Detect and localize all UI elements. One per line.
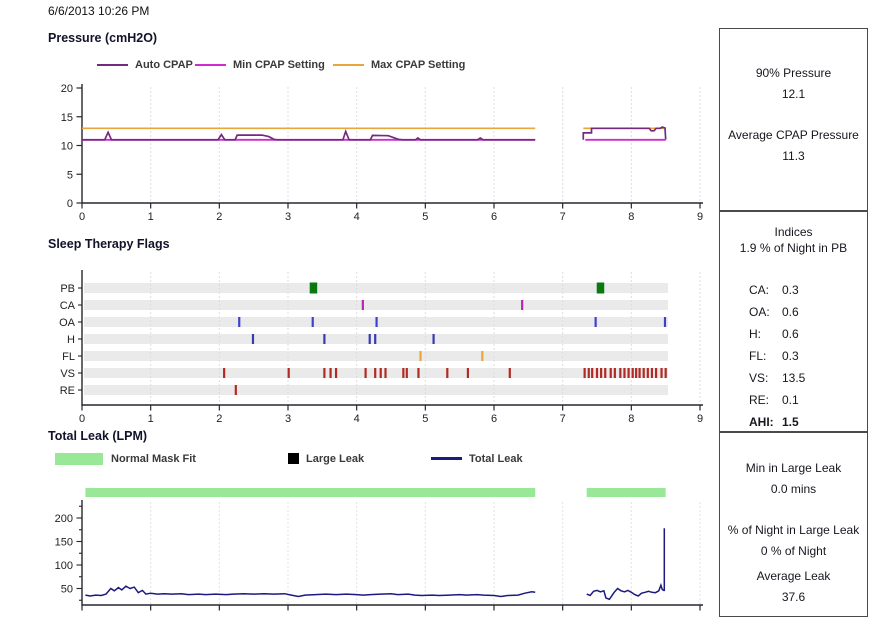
legend-auto-cpap-label: Auto CPAP <box>135 58 193 71</box>
indices-subtitle: 1.9 % of Night in PB <box>739 241 848 255</box>
svg-text:150: 150 <box>55 537 73 549</box>
pressure-stats-box: 90% Pressure 12.1 Average CPAP Pressure … <box>719 28 868 211</box>
indices-title: Indices <box>774 225 813 239</box>
legend-normal-mask-fit: Normal Mask Fit <box>55 452 196 465</box>
index-ca-value: 0.3 <box>782 283 799 297</box>
svg-text:100: 100 <box>55 560 73 572</box>
svg-text:7: 7 <box>560 413 566 425</box>
report-datetime: 6/6/2013 10:26 PM <box>48 4 150 18</box>
stat-90-pressure-label: 90% Pressure <box>755 66 832 80</box>
legend-large-leak-label: Large Leak <box>306 452 365 465</box>
pressure-chart-title: Pressure (cmH2O) <box>48 31 158 45</box>
svg-text:0: 0 <box>79 211 85 223</box>
max-cpap-line-swatch <box>333 63 364 66</box>
index-ca-label: CA: <box>749 283 770 297</box>
index-row-ahi: AHI: 1.5 <box>749 411 867 433</box>
svg-text:6: 6 <box>491 211 497 223</box>
index-row-oa: OA: 0.6 <box>749 301 867 323</box>
stat-90-pressure-value: 12.1 <box>781 87 806 101</box>
svg-text:2: 2 <box>216 413 222 425</box>
svg-text:CA: CA <box>60 300 76 312</box>
svg-text:200: 200 <box>55 513 73 525</box>
legend-max-cpap-label: Max CPAP Setting <box>371 58 466 71</box>
index-row-h: H: 0.6 <box>749 323 867 345</box>
legend-total-leak-label: Total Leak <box>469 452 523 465</box>
stat-min-large-leak-value: 0.0 mins <box>770 482 817 496</box>
svg-text:6: 6 <box>491 413 497 425</box>
svg-text:3: 3 <box>285 413 291 425</box>
svg-text:5: 5 <box>67 169 73 181</box>
index-ahi-label: AHI: <box>749 415 774 429</box>
svg-text:8: 8 <box>628 413 634 425</box>
auto-cpap-line-swatch <box>97 63 128 66</box>
index-h-value: 0.6 <box>782 327 799 341</box>
index-row-ca: CA: 0.3 <box>749 279 867 301</box>
stat-average-leak-label: Average Leak <box>756 569 831 583</box>
normal-mask-fit-swatch <box>55 452 103 465</box>
indices-box: Indices 1.9 % of Night in PB CA: 0.3 OA: 0… <box>719 211 868 432</box>
pressure-chart: 0 5 10 15 20 0 1 2 3 4 5 6 7 8 9 <box>61 83 703 223</box>
svg-text:OA: OA <box>59 317 76 329</box>
svg-text:5: 5 <box>422 413 428 425</box>
svg-text:7: 7 <box>560 211 566 223</box>
svg-text:0: 0 <box>79 413 85 425</box>
stat-avg-pressure-value: 11.3 <box>782 149 805 163</box>
svg-text:15: 15 <box>61 112 73 124</box>
legend-normal-mask-fit-label: Normal Mask Fit <box>111 452 196 465</box>
svg-text:5: 5 <box>422 211 428 223</box>
index-fl-value: 0.3 <box>782 349 799 363</box>
index-vs-value: 13.5 <box>782 371 806 385</box>
svg-text:4: 4 <box>354 211 360 223</box>
min-cpap-line-swatch <box>195 63 226 66</box>
index-h-label: H: <box>749 327 761 341</box>
svg-text:20: 20 <box>61 83 73 95</box>
index-oa-label: OA: <box>749 305 770 319</box>
svg-text:RE: RE <box>60 385 75 397</box>
legend-min-cpap-label: Min CPAP Setting <box>233 58 325 71</box>
svg-text:PB: PB <box>60 283 75 295</box>
index-row-fl: FL: 0.3 <box>749 345 867 367</box>
svg-text:8: 8 <box>628 211 634 223</box>
legend-min-cpap: Min CPAP Setting <box>195 58 325 71</box>
svg-text:FL: FL <box>62 351 75 363</box>
stat-average-leak-value: 37.6 <box>781 590 806 604</box>
index-re-label: RE: <box>749 393 770 407</box>
legend-max-cpap: Max CPAP Setting <box>333 58 465 71</box>
svg-text:9: 9 <box>697 413 703 425</box>
svg-text:1: 1 <box>148 211 154 223</box>
stat-pct-large-leak-label: % of Night in Large Leak <box>727 523 860 537</box>
legend-large-leak: Large Leak <box>288 452 364 465</box>
indices-rows: CA: 0.3 OA: 0.6 H: 0.6 FL: 0.3 VS: 13.5 RE: 0.… <box>720 279 867 433</box>
svg-text:2: 2 <box>216 211 222 223</box>
flags-chart-title: Sleep Therapy Flags <box>48 237 170 251</box>
svg-text:H: H <box>67 334 75 346</box>
index-re-value: 0.1 <box>782 393 799 407</box>
svg-text:4: 4 <box>354 413 360 425</box>
index-row-re: RE: 0.1 <box>749 389 867 411</box>
index-oa-value: 0.6 <box>782 305 799 319</box>
leak-chart-title: Total Leak (LPM) <box>48 429 148 443</box>
total-leak-line-swatch <box>431 457 462 460</box>
svg-text:3: 3 <box>285 211 291 223</box>
svg-text:0: 0 <box>67 198 73 210</box>
index-vs-label: VS: <box>749 371 769 385</box>
legend-total-leak: Total Leak <box>431 452 523 465</box>
stat-pct-large-leak-value: 0 % of Night <box>760 544 827 558</box>
svg-text:VS: VS <box>60 368 75 380</box>
svg-text:10: 10 <box>61 141 73 153</box>
index-fl-label: FL: <box>749 349 767 363</box>
index-ahi-value: 1.5 <box>782 415 799 429</box>
svg-text:9: 9 <box>697 211 703 223</box>
large-leak-swatch <box>288 453 299 464</box>
stat-min-large-leak-label: Min in Large Leak <box>745 461 842 475</box>
svg-text:1: 1 <box>148 413 154 425</box>
stat-avg-pressure-label: Average CPAP Pressure <box>728 128 859 142</box>
legend-auto-cpap: Auto CPAP <box>97 58 193 71</box>
sleep-therapy-flags-chart: PB CA OA H FL VS RE 0 1 2 3 4 5 6 7 8 9 <box>59 270 703 425</box>
index-row-vs: VS: 13.5 <box>749 367 867 389</box>
total-leak-chart: 50 100 150 200 <box>55 488 703 611</box>
svg-text:50: 50 <box>61 584 73 596</box>
leak-stats-box: Min in Large Leak 0.0 mins % of Night in… <box>719 432 868 617</box>
